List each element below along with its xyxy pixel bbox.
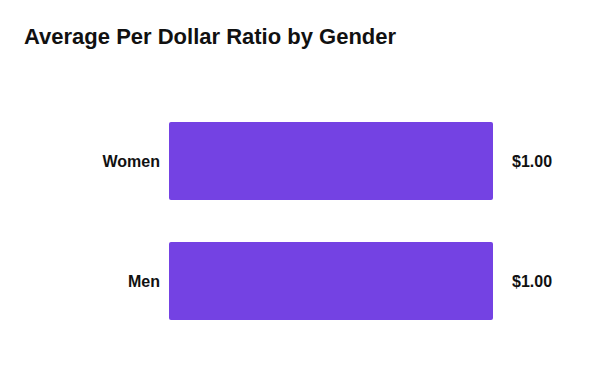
- svg-text:$1.00: $1.00: [512, 153, 552, 170]
- svg-text:$1.00: $1.00: [512, 273, 552, 290]
- svg-text:Average Per Dollar Ratio by Ge: Average Per Dollar Ratio by Gender: [24, 24, 397, 49]
- svg-text:Women: Women: [103, 153, 160, 170]
- svg-text:Men: Men: [128, 273, 160, 290]
